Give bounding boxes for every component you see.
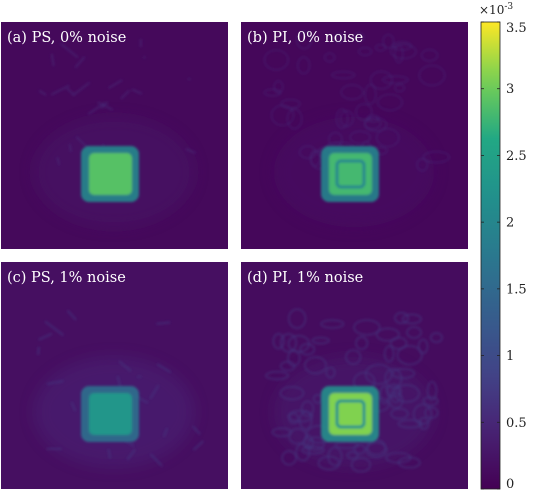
heatmap-texture-a bbox=[38, 34, 197, 166]
heatmap-panel-a: (a) PS, 0% noise bbox=[1, 22, 228, 249]
heatmap-image-a bbox=[1, 22, 228, 249]
panel-title-c: (c) PS, 1% noise bbox=[7, 270, 126, 286]
panel-title-a: (a) PS, 0% noise bbox=[7, 30, 127, 46]
colorbar-tick-label-4: 2 bbox=[506, 216, 514, 231]
heatmap-image-b bbox=[241, 22, 468, 249]
heatmap-block-a bbox=[81, 146, 139, 202]
colorbar-frame bbox=[480, 21, 501, 490]
panel-title-d: (d) PI, 1% noise bbox=[247, 270, 364, 286]
heatmap-panel-c: (c) PS, 1% noise bbox=[1, 262, 228, 489]
colorbar-tick-label-1: 0.5 bbox=[506, 416, 527, 431]
panel-title-b: (b) PI, 0% noise bbox=[247, 30, 364, 46]
heatmap-image-c bbox=[1, 262, 228, 489]
heatmap-block-d bbox=[321, 386, 379, 442]
heatmap-panel-b: (b) PI, 0% noise bbox=[241, 22, 468, 249]
colorbar-tick-label-2: 1 bbox=[506, 349, 514, 364]
heatmap-block-c bbox=[81, 386, 139, 442]
colorbar-gradient bbox=[481, 22, 500, 489]
colorbar-exponent-power: -3 bbox=[504, 2, 513, 12]
colorbar-tick-label-7: 3.5 bbox=[506, 21, 527, 36]
heatmap-image-d bbox=[241, 262, 468, 489]
colorbar-exponent-base: ×10 bbox=[479, 3, 504, 17]
colorbar-tick-label-0: 0 bbox=[506, 477, 514, 492]
heatmap-block-b bbox=[321, 146, 379, 202]
heatmap-panel-d: (d) PI, 1% noise bbox=[241, 262, 468, 489]
colorbar-tick-label-5: 2.5 bbox=[506, 149, 527, 164]
colorbar-tick-label-6: 3 bbox=[506, 82, 514, 97]
colorbar-exponent: ×10-3 bbox=[479, 2, 513, 17]
colorbar-tick-label-3: 1.5 bbox=[506, 282, 527, 297]
